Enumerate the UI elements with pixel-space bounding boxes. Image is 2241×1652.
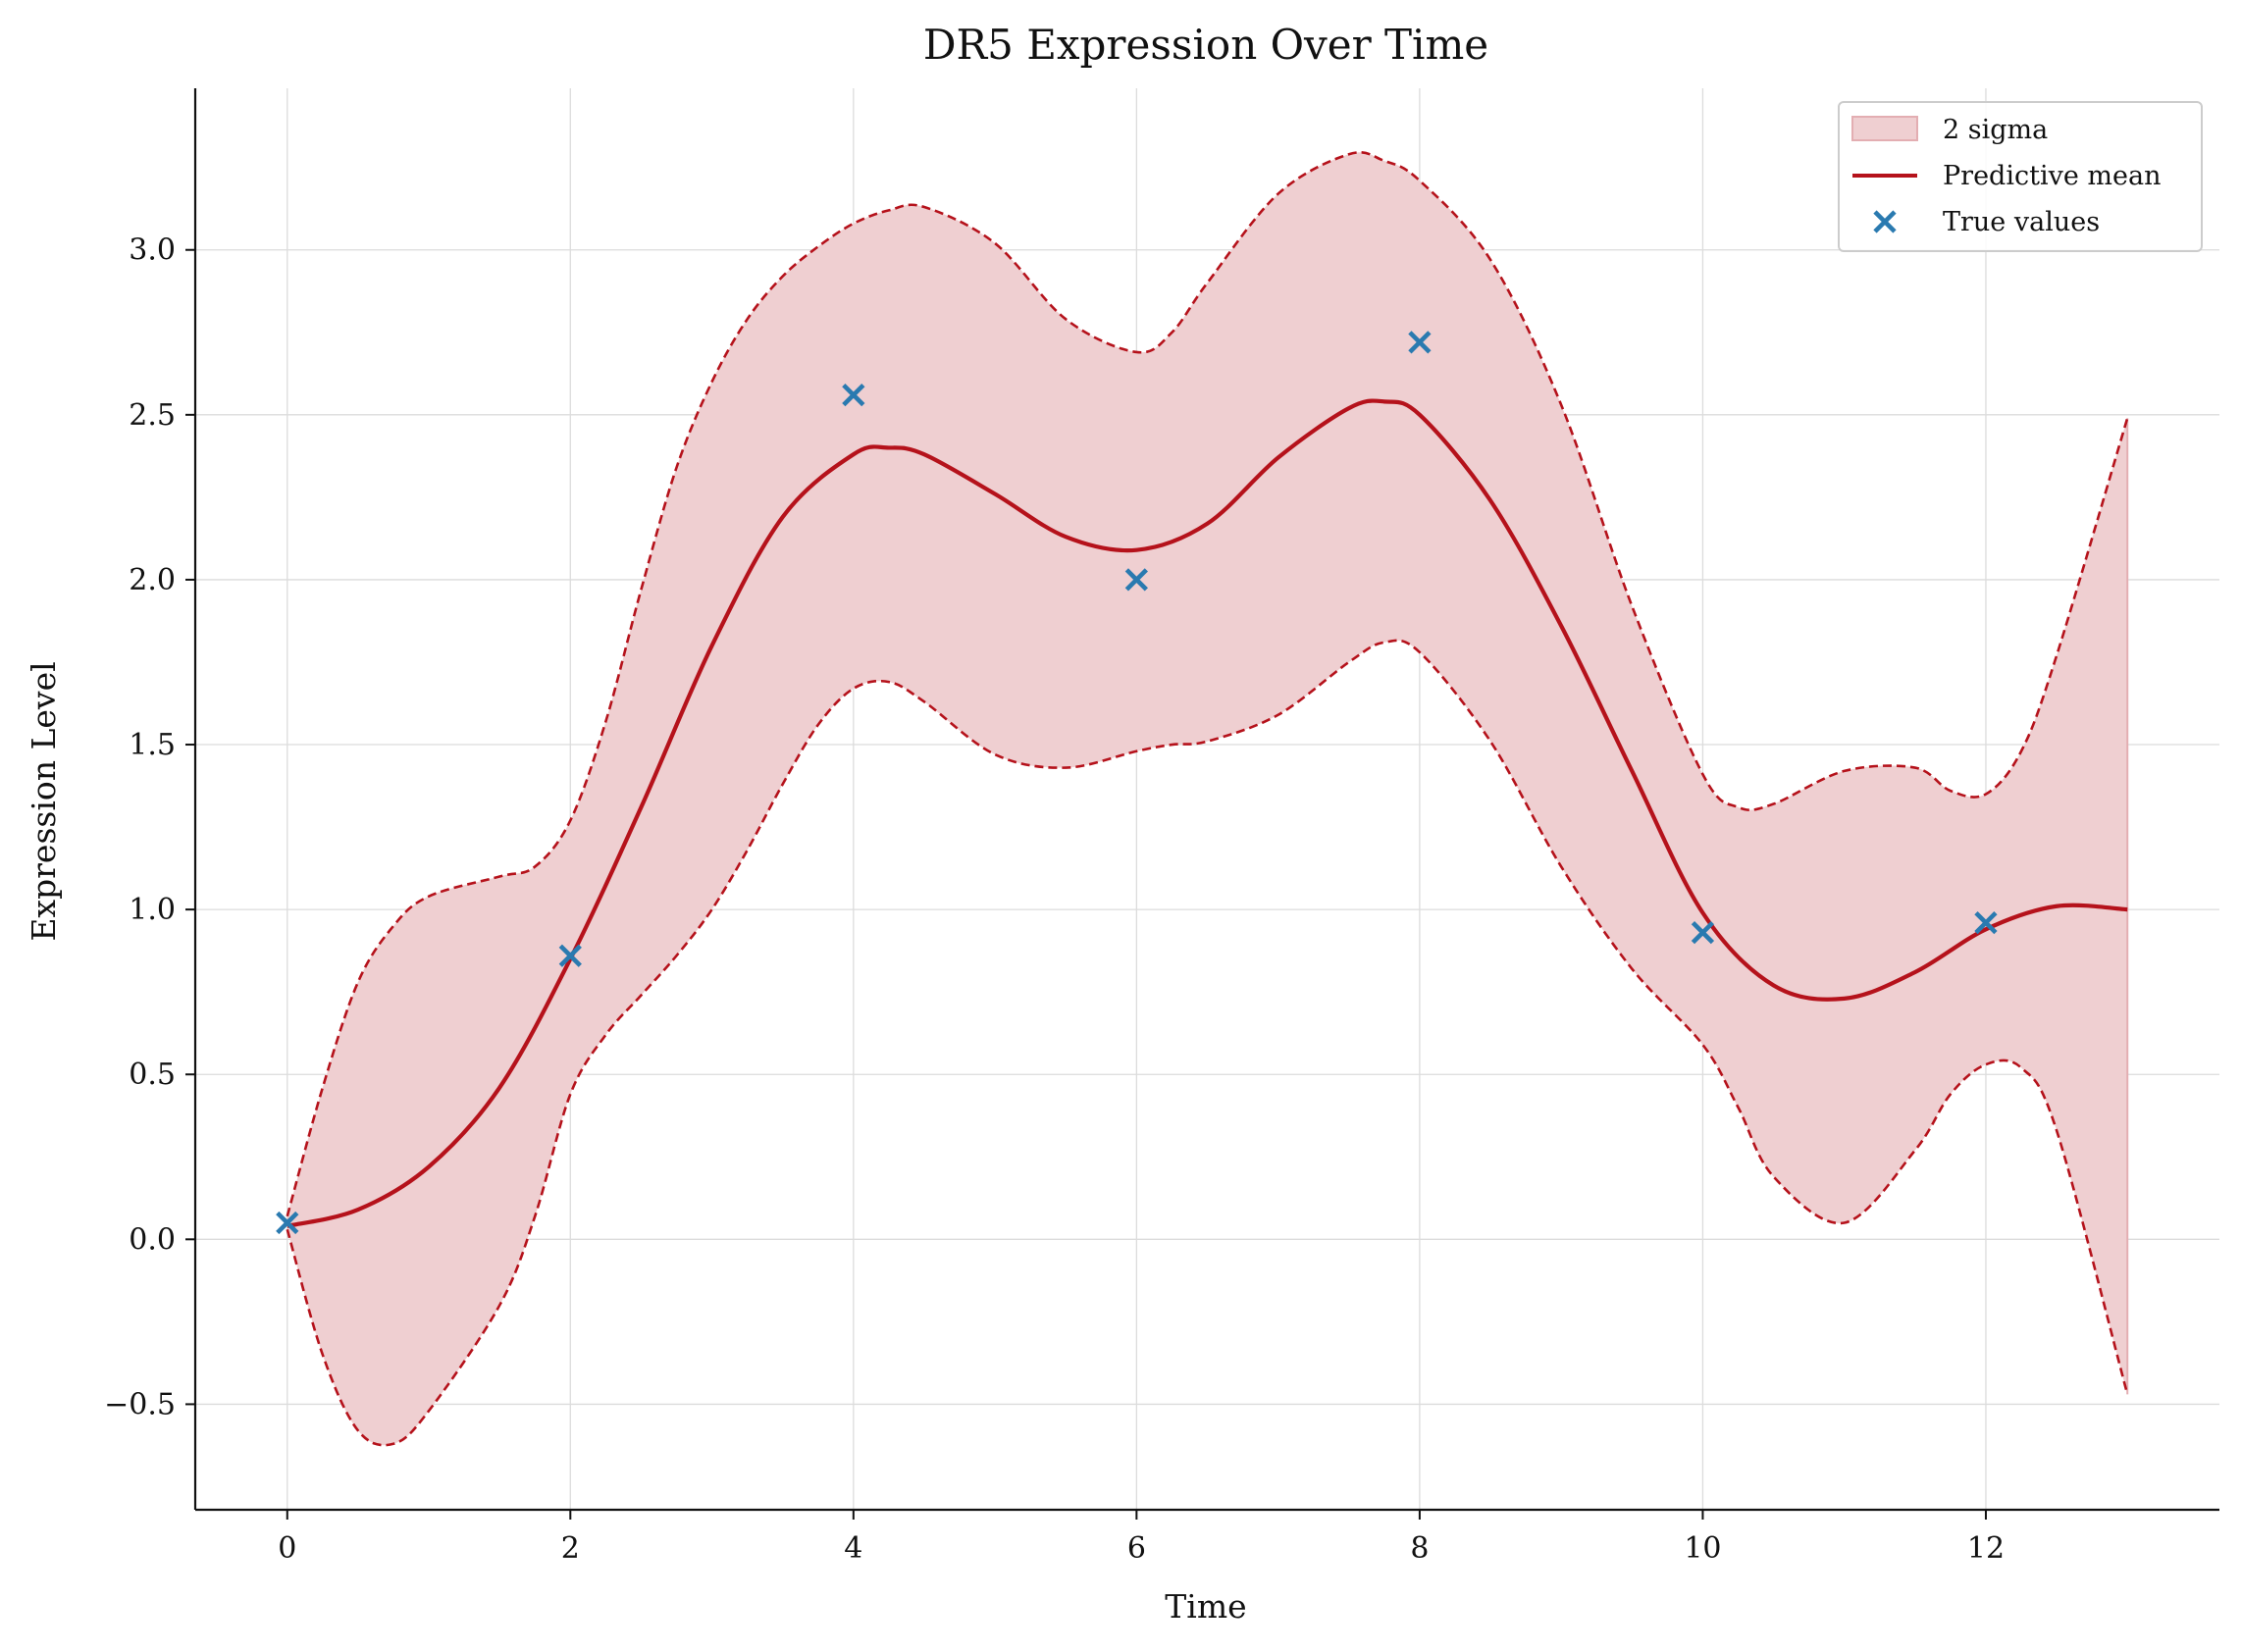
y-tick-label: 2.5 [129,398,176,433]
y-tick-label: 0.0 [129,1222,176,1257]
y-tick-label: −0.5 [104,1387,176,1421]
y-tick-label: 1.0 [129,893,176,927]
sigma-lower-bound-line [286,639,2129,1447]
true-value-marker [276,1211,299,1235]
sigma-band-fill [287,152,2128,1446]
true-value-marker [1974,910,1998,935]
true-value-marker [842,384,865,407]
true-value-marker [1124,568,1148,592]
chart-title: DR5 Expression Over Time [923,21,1488,69]
legend-frame [1838,101,2203,252]
true-value-marker [1691,921,1715,945]
legend-swatch-sigma-band [1851,116,1918,141]
y-tick-label: 3.0 [129,233,176,268]
legend-label-true-values: True values [1943,207,2100,237]
legend-swatch-true-values [1873,210,1897,233]
legend-label-sigma-band: 2 sigma [1943,115,2048,145]
legend-label-predictive-mean: Predictive mean [1943,161,2161,191]
x-tick-label: 4 [844,1531,862,1566]
sigma-band-layer [286,151,2129,1447]
x-tick-label: 10 [1684,1531,1721,1566]
y-tick-label: 1.5 [129,728,176,762]
y-tick-label: 0.5 [129,1058,176,1092]
legend-true-values-marker [1873,210,1897,233]
x-axis-label: Time [1165,1587,1246,1626]
x-tick-label: 2 [561,1531,580,1566]
legend: 2 sigma Predictive mean True values [1838,101,2203,252]
axes [193,88,2219,1512]
y-tick-label: 2.0 [129,563,176,597]
x-tick-label: 6 [1127,1531,1146,1566]
true-values-layer [276,331,1998,1235]
predictive-mean-line [287,398,2128,1228]
true-value-marker [1408,331,1432,354]
y-axis-label: Expression Level [25,661,63,941]
sigma-upper-bound-line [286,151,2129,1217]
x-tick-label: 8 [1410,1531,1429,1566]
true-value-marker [558,944,582,967]
ticks: 0 2 4 6 8 10 12 −0.5 0.0 0.5 1.0 1.5 2.0 2.5 3.0 [104,233,2005,1566]
x-tick-label: 12 [1967,1531,2005,1566]
x-tick-label: 0 [278,1531,296,1566]
mean-line-layer [287,398,2128,1228]
